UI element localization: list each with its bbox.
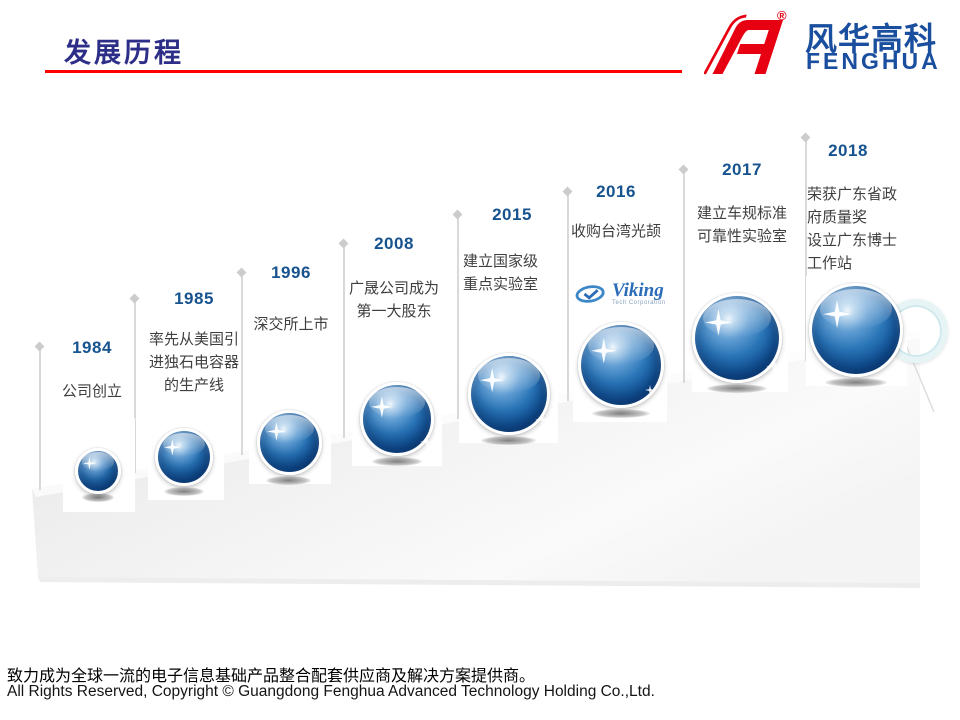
sphere-shadow: [825, 378, 887, 387]
milestone-sphere-2015: [468, 353, 551, 435]
milestone-sphere-2017: [692, 293, 783, 383]
milestone-sphere-2018: [809, 283, 903, 377]
sparkle-icon: [705, 309, 732, 337]
desc-2017: 建立车规标准 可靠性实验室: [697, 205, 788, 245]
milestone-sphere-1984: [75, 448, 121, 494]
desc-1996: 深交所上市: [253, 316, 329, 333]
sparkle-icon: [645, 385, 655, 395]
desc-2016: 收购台湾光颉: [570, 223, 661, 240]
sparkle-icon: [371, 395, 393, 418]
timeline-line-2018: [805, 138, 807, 361]
timeline-line-1996: [241, 273, 243, 455]
year-2008: 2008: [374, 234, 414, 253]
ramp-face: [32, 330, 920, 583]
viking-eye-icon: [575, 285, 605, 303]
year-2015: 2015: [492, 205, 532, 224]
year-1984: 1984: [72, 338, 112, 357]
sparkle-icon: [480, 368, 505, 393]
footer-slogan: 致力成为全球一流的电子信息基础产品整合配套供应商及解决方案提供商。: [7, 668, 536, 685]
timeline-line-2008: [343, 244, 345, 438]
viking-subtext: Tech Corporation: [612, 300, 666, 306]
milestone-sphere-2016: [578, 322, 664, 408]
sparkle-icon: [420, 435, 434, 449]
sparkle-icon: [822, 300, 851, 329]
viking-wordmark: Viking: [612, 280, 664, 301]
timeline-line-1985: [134, 299, 136, 473]
logo-text-cn: 风华高科: [805, 21, 938, 57]
sphere-shadow: [592, 409, 650, 418]
registered-mark: ®: [777, 8, 787, 23]
desc-1984: 公司创立: [61, 383, 122, 400]
sphere-shadow: [266, 476, 311, 485]
sphere-gloss: [369, 387, 425, 419]
timeline-line-2015: [457, 215, 459, 419]
sphere-shadow: [707, 384, 767, 393]
sparkle-icon: [267, 422, 286, 442]
desc-1985: 率先从美国引 进独石电容器 的生产线: [148, 331, 239, 394]
sparkle-icon: [534, 412, 551, 428]
sphere-gloss: [702, 298, 772, 338]
sphere-gloss: [819, 288, 893, 330]
sphere-shadow: [481, 436, 536, 445]
milestone-sphere-2008: [360, 382, 434, 456]
title-underline: [45, 70, 682, 73]
desc-2015: 建立国家级 重点实验室: [463, 253, 539, 293]
year-2017: 2017: [722, 160, 762, 179]
sparkle-icon: [124, 486, 134, 496]
milestone-sphere-1996: [257, 410, 322, 475]
fenghua-logo-icon: [704, 14, 784, 75]
viking-logo: Viking Tech Corporation: [575, 274, 667, 314]
year-2016: 2016: [596, 182, 636, 201]
logo-text-en: FENGHUA: [806, 48, 941, 74]
milestone-sphere-1985: [155, 428, 213, 486]
sparkle-icon: [164, 439, 181, 456]
desc-2018: 荣获广东省政 府质量奖 设立广东博士 工作站: [807, 186, 898, 272]
sphere-gloss: [265, 414, 314, 442]
sphere-shadow: [372, 457, 422, 466]
sphere-shadow: [164, 487, 204, 496]
timeline-line-1984: [39, 347, 41, 490]
page-title: 发展历程: [64, 38, 184, 68]
timeline-line-2017: [683, 170, 685, 383]
ramp-bottom-edge: [38, 577, 920, 588]
sparkle-icon: [207, 474, 216, 483]
timeline-line-2016: [567, 192, 569, 401]
sparkle-icon: [590, 337, 617, 364]
sphere-shadow: [82, 493, 114, 502]
sparkle-icon: [765, 358, 783, 375]
desc-2008: 广晟公司成为 第一大股东: [348, 280, 439, 320]
footer-copyright: All Rights Reserved, Copyright © Guangdo…: [7, 683, 655, 700]
year-2018: 2018: [828, 141, 868, 160]
sparkle-icon: [884, 366, 898, 380]
year-1985: 1985: [174, 289, 214, 308]
sphere-gloss: [477, 358, 541, 394]
sparkle-icon: [82, 457, 96, 471]
year-1996: 1996: [271, 263, 311, 282]
sphere-gloss: [588, 327, 654, 365]
